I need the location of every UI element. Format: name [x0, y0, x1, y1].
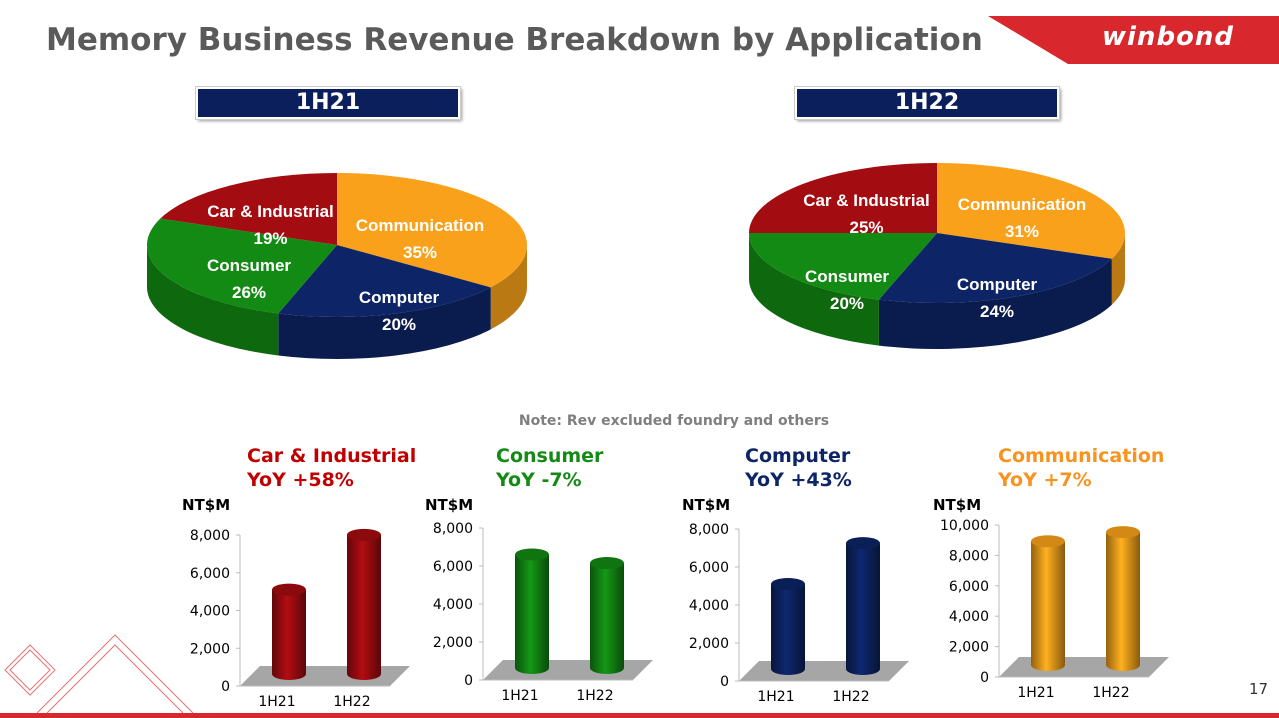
- y-tick-label: 4,000: [689, 598, 729, 614]
- pie-side-communication: [1111, 233, 1125, 305]
- bar-1h21: [1031, 541, 1065, 671]
- pie-1h22-label-computer: Computer 24%: [956, 275, 1038, 321]
- bar-top-cap: [515, 548, 549, 561]
- pie-side-computer: [278, 287, 491, 359]
- y-tick-label: 8,000: [190, 528, 230, 544]
- x-tick-label: 1H22: [1092, 685, 1129, 701]
- pie-slice-car: [160, 173, 337, 245]
- bar-1h21: [515, 554, 549, 674]
- bar-1h22: [590, 563, 624, 674]
- y-tick-label: 10,000: [940, 518, 989, 534]
- y-tick-label: 4,000: [949, 609, 989, 625]
- y-tick-label: 2,000: [190, 641, 230, 657]
- page-number: 17: [1249, 680, 1269, 698]
- bar-top-cap: [846, 537, 880, 550]
- pie-1h21-label-car: Car & Industrial 19%: [207, 202, 334, 248]
- x-tick-label: 1H21: [501, 688, 538, 704]
- footer-bar: [0, 713, 1279, 718]
- y-tick-label: 8,000: [433, 521, 473, 537]
- pie-slice-consumer: [749, 233, 937, 300]
- y-tick-label: 4,000: [433, 597, 473, 613]
- logo-band: [988, 16, 1279, 64]
- period-label-1h21: 1H21: [195, 86, 461, 120]
- bar-top-cap: [347, 528, 381, 541]
- bar-chart-communication: 0 2,000 4,000 6,000 8,000 10,000 1H21 1H22: [940, 518, 1169, 701]
- bar-1h22: [1106, 532, 1140, 671]
- bar-title-computer: Computer YoY +43%: [745, 445, 852, 491]
- bar-chart-car: 0 2,000 4,000 6,000 8,000 1H21 1H22: [190, 528, 410, 710]
- x-tick-label: 1H22: [832, 689, 869, 705]
- winbond-logo: winbond: [1102, 22, 1235, 52]
- pie-side-consumer: [749, 233, 879, 346]
- bar-title-consumer: Consumer YoY -7%: [496, 445, 604, 491]
- pie-side-communication: [490, 245, 527, 330]
- y-tick-label: 8,000: [689, 522, 729, 538]
- y-tick-label: 6,000: [433, 559, 473, 575]
- y-tick-label: 6,000: [949, 579, 989, 595]
- bar-floor: [999, 657, 1169, 677]
- period-label-1h22: 1H22: [794, 86, 1060, 120]
- pie-side-consumer: [147, 245, 279, 356]
- unit-label-computer: NT$M: [682, 496, 731, 514]
- bar-1h22: [846, 543, 880, 675]
- y-tick-label: 0: [720, 674, 729, 690]
- pie-1h21-label-communication: Communication 35%: [355, 216, 485, 262]
- bar-top-cap: [1031, 535, 1065, 548]
- bar-top-cap: [771, 578, 805, 590]
- pie-side-computer: [878, 258, 1112, 349]
- y-tick-label: 0: [221, 679, 230, 695]
- x-tick-label: 1H21: [757, 689, 794, 705]
- unit-label-communication: NT$M: [933, 496, 982, 514]
- pie-slice-car: [749, 163, 937, 233]
- bar-floor: [240, 666, 410, 686]
- bar-chart-consumer: 0 2,000 4,000 6,000 8,000 1H21 1H22: [433, 521, 653, 704]
- pie-slice-communication: [337, 173, 527, 288]
- y-tick-label: 6,000: [190, 566, 230, 582]
- pie-slice-consumer: [146, 218, 337, 314]
- pie-1h22-label-car: Car & Industrial 25%: [803, 191, 930, 237]
- y-tick-label: 2,000: [433, 635, 473, 651]
- bar-chart-computer: 0 2,000 4,000 6,000 8,000 1H21 1H22: [689, 522, 909, 705]
- pie-slice-communication: [937, 163, 1125, 259]
- pie-chart-1h22: [749, 163, 1125, 349]
- bar-top-cap: [590, 557, 624, 570]
- x-tick-label: 1H22: [576, 688, 613, 704]
- pie-slice-computer: [878, 233, 1112, 303]
- x-tick-label: 1H22: [333, 694, 370, 710]
- y-tick-label: 0: [464, 673, 473, 689]
- bar-1h21: [272, 589, 306, 680]
- y-tick-label: 6,000: [689, 560, 729, 576]
- pie-slice-computer: [278, 245, 491, 318]
- bar-top-cap: [272, 583, 306, 596]
- bar-top-cap: [1106, 526, 1140, 539]
- pie-1h22-label-consumer: Consumer 20%: [804, 267, 890, 313]
- footnote: Note: Rev excluded foundry and others: [518, 413, 830, 429]
- y-tick-label: 2,000: [949, 640, 989, 656]
- pie-1h22-label-communication: Communication 31%: [957, 195, 1087, 241]
- page-title: Memory Business Revenue Breakdown by App…: [46, 22, 983, 58]
- x-tick-label: 1H21: [1017, 685, 1054, 701]
- pie-chart-1h21: [146, 173, 527, 359]
- corner-diamond-decoration: [4, 634, 194, 714]
- bar-floor: [739, 661, 909, 681]
- bar-floor: [483, 660, 653, 680]
- bar-1h21: [771, 584, 805, 675]
- y-tick-label: 2,000: [689, 636, 729, 652]
- y-tick-label: 4,000: [190, 604, 230, 620]
- bar-1h22: [347, 534, 381, 680]
- bar-title-car: Car & Industrial YoY +58%: [247, 445, 417, 491]
- bar-title-communication: Communication YoY +7%: [998, 445, 1165, 491]
- x-tick-label: 1H21: [258, 694, 295, 710]
- unit-label-consumer: NT$M: [425, 496, 474, 514]
- unit-label-car: NT$M: [182, 496, 231, 514]
- y-tick-label: 0: [980, 670, 989, 686]
- y-tick-label: 8,000: [949, 548, 989, 564]
- pie-1h21-label-consumer: Consumer 26%: [206, 256, 292, 302]
- pie-1h21-label-computer: Computer 20%: [358, 288, 440, 334]
